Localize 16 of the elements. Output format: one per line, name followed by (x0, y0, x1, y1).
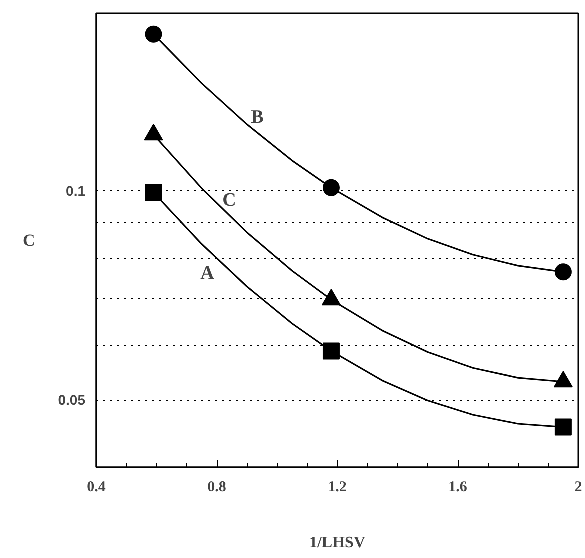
x-axis-title: 1/LHSV (309, 534, 366, 552)
x-tick-label: 1.2 (328, 480, 347, 496)
x-tick-label: 0.8 (208, 480, 226, 496)
x-tick-label: 0.4 (87, 480, 106, 496)
annotation: C (222, 190, 236, 211)
point (145, 26, 162, 43)
point (554, 418, 572, 436)
y-tick-label: 0.05 (58, 392, 86, 408)
point (145, 184, 162, 202)
annotation: B (251, 107, 264, 128)
y-axis-title: C (22, 231, 36, 250)
x-tick-label: 1.6 (448, 480, 468, 496)
annotation: A (200, 263, 215, 284)
y-tick-label: 0.1 (66, 182, 86, 199)
point (554, 264, 572, 281)
x-tick-label: 2 (574, 480, 582, 496)
